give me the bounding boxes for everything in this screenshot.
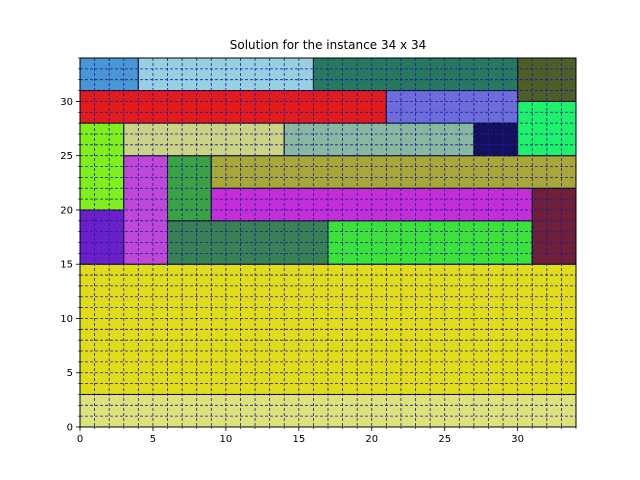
grid-layer <box>80 58 576 427</box>
y-tick-label: 30 <box>60 97 73 108</box>
rectangle-13 <box>473 122 519 157</box>
y-tick-label: 20 <box>60 205 73 216</box>
x-tick-label: 10 <box>220 434 233 445</box>
x-tick-label: 0 <box>77 434 83 445</box>
x-tick-label: 30 <box>511 434 524 445</box>
y-tick-label: 0 <box>67 423 73 434</box>
rectangle-2 <box>79 209 125 265</box>
y-tick-label: 15 <box>60 260 73 271</box>
axes-layer: 0 5 10 15 20 25 30 0 5 10 15 20 25 30 <box>60 57 577 445</box>
x-tick-label: 20 <box>365 434 378 445</box>
x-tick-label: 5 <box>150 434 156 445</box>
rectangle-12 <box>283 122 475 157</box>
rectangle-8 <box>531 187 577 265</box>
y-tick-label: 5 <box>67 368 73 379</box>
x-tick-label: 15 <box>292 434 305 445</box>
rectangle-15 <box>79 90 387 124</box>
rectangle-6 <box>167 155 212 222</box>
x-tick-label: 25 <box>438 434 451 445</box>
rectangle-10 <box>210 155 577 189</box>
rectangle-11 <box>123 122 285 157</box>
chart-title: Solution for the instance 34 x 34 <box>230 38 426 52</box>
rectangle-16 <box>385 90 519 124</box>
y-tick-label: 10 <box>60 314 73 325</box>
y-tick-label: 25 <box>60 151 73 162</box>
